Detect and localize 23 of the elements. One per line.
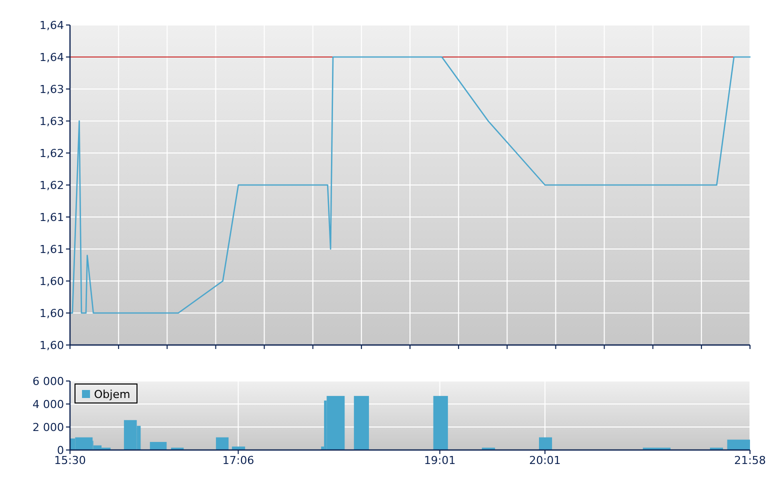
x-tick-label: 19:01 [424, 454, 456, 467]
x-tick-label: 21:58 [734, 454, 766, 467]
x-tick-label: 15:30 [54, 454, 86, 467]
line-series [69, 56, 751, 314]
y-tick-label: 1,60 [40, 306, 64, 320]
y-tick-label: 1,64 [40, 18, 64, 32]
y-tick-label: 2 000 [32, 420, 64, 434]
y-tick-label: 1,64 [40, 50, 64, 64]
y-tick-label: 0 [57, 444, 64, 457]
y-tick-label: 1,61 [40, 242, 64, 256]
y-tick-label: 1,60 [40, 274, 64, 288]
y-tick-label: 1,63 [40, 114, 64, 128]
y-tick-label: 1,61 [40, 210, 64, 224]
x-tick-label: 20:01 [529, 454, 561, 467]
x-tick-label: 17:06 [222, 454, 254, 467]
y-tick-label: 1,62 [40, 178, 64, 192]
legend-label: Objem [94, 388, 130, 401]
y-tick-label: 4 000 [32, 398, 64, 411]
y-tick-label: 1,60 [40, 338, 64, 352]
legend: Objem [74, 384, 138, 404]
y-tick-label: 1,62 [40, 146, 64, 160]
y-tick-label: 1,63 [40, 82, 64, 96]
y-tick-label: 6 000 [32, 374, 64, 388]
